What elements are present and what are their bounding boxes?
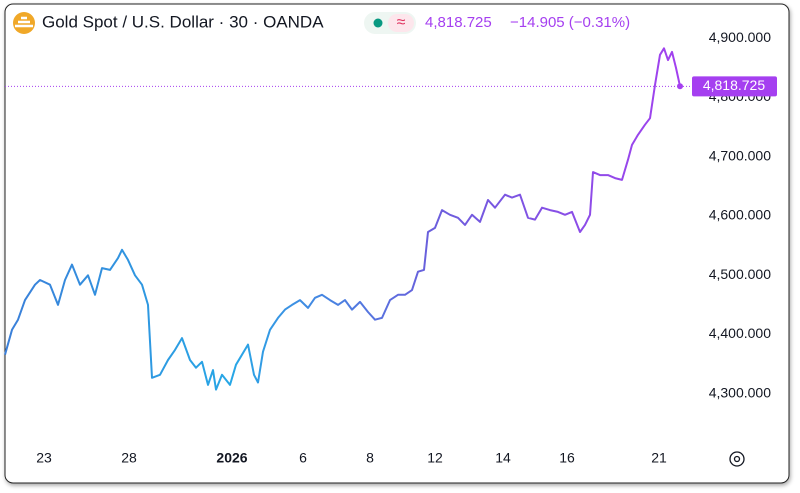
- y-tick-label: 4,700.000: [709, 147, 771, 163]
- frame: [4, 3, 790, 484]
- last-price-box: [692, 76, 777, 97]
- header-change: −14.905 (−0.31%): [510, 14, 630, 31]
- y-tick-label: 4,600.000: [709, 207, 771, 223]
- y-tick-label: 4,300.000: [709, 384, 771, 400]
- settings-icon[interactable]: [729, 451, 745, 467]
- x-tick-label: 28: [121, 450, 137, 466]
- x-tick-label: 6: [299, 450, 307, 466]
- last-price-label: 4,818.725: [703, 77, 765, 93]
- price-line: [4, 47, 681, 391]
- x-tick-label: 2026: [216, 450, 247, 466]
- x-tick-label: 12: [427, 450, 443, 466]
- market-dot: [373, 18, 383, 28]
- delay-icon: ≈: [397, 14, 406, 31]
- delay-badge: [388, 14, 414, 32]
- y-tick-label: 4,900.000: [709, 29, 771, 45]
- y-tick-label: 4,400.000: [709, 325, 771, 341]
- x-tick-label: 14: [495, 450, 511, 466]
- header-price: 4,818.725: [425, 14, 492, 31]
- y-tick-label: 4,500.000: [709, 266, 771, 282]
- chart-title: Gold Spot / U.S. Dollar · 30 · OANDA: [42, 12, 324, 31]
- last-point: [677, 83, 683, 90]
- x-tick-label: 21: [651, 450, 667, 466]
- x-tick-label: 16: [559, 450, 575, 466]
- logo: [13, 12, 35, 34]
- x-tick-label: 23: [36, 450, 52, 466]
- x-tick-label: 8: [366, 450, 374, 466]
